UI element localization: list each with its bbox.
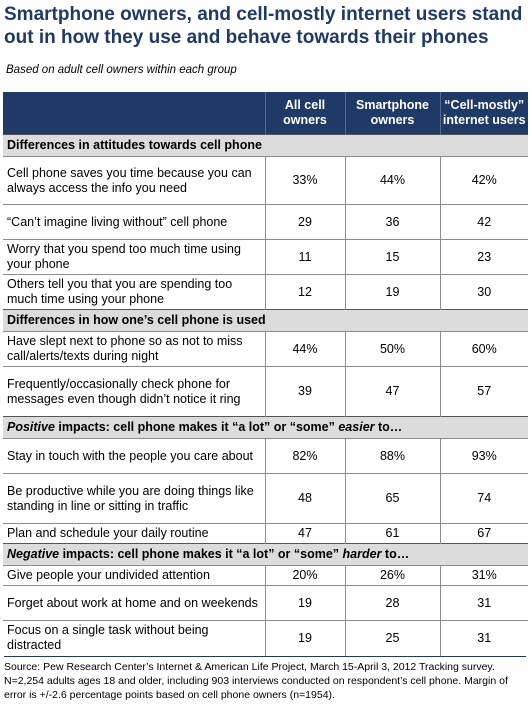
cell-value: 19 (345, 274, 441, 310)
cell-value: 42% (440, 156, 528, 205)
cell-value: 60% (440, 331, 528, 367)
cell-value: 47 (345, 366, 441, 417)
column-header-all-cell-owners: All cell owners (265, 92, 346, 135)
cell-value: 19 (265, 620, 346, 656)
section-header-row: Positive impacts: cell phone makes it “a… (3, 416, 528, 439)
cell-value: 23 (440, 239, 528, 275)
row-label: Give people your undivided attention (3, 565, 266, 586)
section-heading: Negative impacts: cell phone makes it “a… (3, 543, 528, 566)
table-row: Have slept next to phone so as not to mi… (3, 331, 528, 367)
cell-value: 26% (345, 565, 441, 586)
section-heading-mid: impacts: cell phone makes it “a lot” or … (59, 547, 343, 561)
table-row: Give people your undivided attention 20%… (3, 565, 528, 586)
row-label: Others tell you that you are spending to… (3, 274, 266, 310)
cell-value: 67 (440, 523, 528, 544)
table-row: Focus on a single task without being dis… (3, 620, 528, 656)
cell-value: 44% (345, 156, 441, 205)
section-header-row: Differences in attitudes towards cell ph… (3, 134, 528, 157)
cell-value: 15 (345, 239, 441, 275)
column-header-smartphone-owners: Smartphone owners (345, 92, 441, 135)
row-label: “Can’t imagine living without” cell phon… (3, 204, 266, 240)
table-row: Forget about work at home and on weekend… (3, 585, 528, 621)
table-row: Be productive while you are doing things… (3, 473, 528, 524)
section-heading: Positive impacts: cell phone makes it “a… (3, 416, 528, 439)
row-label: Cell phone saves you time because you ca… (3, 156, 266, 205)
section-heading-emphasis: easier (338, 420, 375, 434)
section-heading-suffix: to… (374, 420, 403, 434)
cell-value: 65 (345, 473, 441, 524)
row-label: Have slept next to phone so as not to mi… (3, 331, 266, 367)
table-row: Plan and schedule your daily routine 47 … (3, 523, 528, 544)
table-row: Cell phone saves you time because you ca… (3, 156, 528, 205)
table-row: Frequently/occasionally check phone for … (3, 366, 528, 417)
table-header-row: All cell owners Smartphone owners “Cell-… (3, 92, 528, 135)
cell-value: 30 (440, 274, 528, 310)
section-heading: Differences in how one’s cell phone is u… (3, 309, 528, 332)
cell-value: 74 (440, 473, 528, 524)
cell-value: 33% (265, 156, 346, 205)
row-label: Frequently/occasionally check phone for … (3, 366, 266, 417)
cell-value: 93% (440, 438, 528, 474)
cell-value: 82% (265, 438, 346, 474)
table-row: Worry that you spend too much time using… (3, 239, 528, 275)
row-label: Stay in touch with the people you care a… (3, 438, 266, 474)
page-subtitle: Based on adult cell owners within each g… (6, 64, 237, 76)
column-header-label (3, 92, 266, 135)
section-heading-suffix: to… (381, 547, 410, 561)
cell-value: 11 (265, 239, 346, 275)
section-heading-mid: impacts: cell phone makes it “a lot” or … (54, 420, 339, 434)
cell-value: 25 (345, 620, 441, 656)
table-row: “Can’t imagine living without” cell phon… (3, 204, 528, 240)
cell-value: 31% (440, 565, 528, 586)
cell-value: 47 (265, 523, 346, 544)
cell-value: 31 (440, 620, 528, 656)
row-label: Plan and schedule your daily routine (3, 523, 266, 544)
cell-value: 36 (345, 204, 441, 240)
cell-value: 57 (440, 366, 528, 417)
section-heading-emphasis: harder (342, 547, 382, 561)
section-heading: Differences in attitudes towards cell ph… (3, 134, 528, 157)
cell-value: 42 (440, 204, 528, 240)
row-label: Worry that you spend too much time using… (3, 239, 266, 275)
cell-value: 39 (265, 366, 346, 417)
cell-value: 44% (265, 331, 346, 367)
column-header-cell-mostly-users: “Cell-mostly” internet users (440, 92, 528, 135)
table-row: Others tell you that you are spending to… (3, 274, 528, 310)
page-title: Smartphone owners, and cell-mostly inter… (4, 4, 523, 48)
section-heading-prefix: Negative (7, 547, 60, 561)
cell-value: 88% (345, 438, 441, 474)
row-label: Forget about work at home and on weekend… (3, 585, 266, 621)
cell-value: 19 (265, 585, 346, 621)
table-row: Stay in touch with the people you care a… (3, 438, 528, 474)
cell-value: 31 (440, 585, 528, 621)
section-header-row: Differences in how one’s cell phone is u… (3, 309, 528, 332)
section-header-row: Negative impacts: cell phone makes it “a… (3, 543, 528, 566)
cell-value: 28 (345, 585, 441, 621)
source-note: Source: Pew Research Center’s Internet &… (4, 656, 526, 702)
cell-value: 50% (345, 331, 441, 367)
cell-value: 29 (265, 204, 346, 240)
cell-value: 61 (345, 523, 441, 544)
cell-value: 20% (265, 565, 346, 586)
cell-value: 48 (265, 473, 346, 524)
row-label: Be productive while you are doing things… (3, 473, 266, 524)
row-label: Focus on a single task without being dis… (3, 620, 266, 656)
cell-value: 12 (265, 274, 346, 310)
data-table: All cell owners Smartphone owners “Cell-… (3, 92, 528, 656)
section-heading-prefix: Positive (7, 420, 55, 434)
